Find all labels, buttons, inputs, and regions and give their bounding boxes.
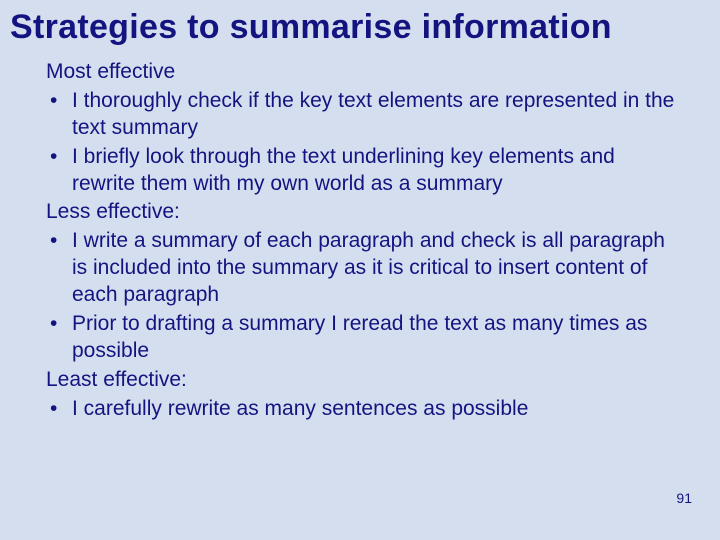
section-label-most-effective: Most effective [46, 59, 680, 86]
slide-title: Strategies to summarise information [0, 0, 720, 51]
section-label-less-effective: Less effective: [46, 199, 680, 226]
slide-body: Most effective I thoroughly check if the… [0, 51, 720, 422]
list-item: I thoroughly check if the key text eleme… [46, 88, 680, 142]
list-item: I write a summary of each paragraph and … [46, 228, 680, 309]
page-number: 91 [676, 490, 692, 506]
bullet-list: I write a summary of each paragraph and … [46, 228, 680, 364]
list-item: I briefly look through the text underlin… [46, 144, 680, 198]
list-item: I carefully rewrite as many sentences as… [46, 396, 680, 423]
bullet-list: I thoroughly check if the key text eleme… [46, 88, 680, 198]
list-item: Prior to drafting a summary I reread the… [46, 311, 680, 365]
bullet-list: I carefully rewrite as many sentences as… [46, 396, 680, 423]
section-label-least-effective: Least effective: [46, 367, 680, 394]
